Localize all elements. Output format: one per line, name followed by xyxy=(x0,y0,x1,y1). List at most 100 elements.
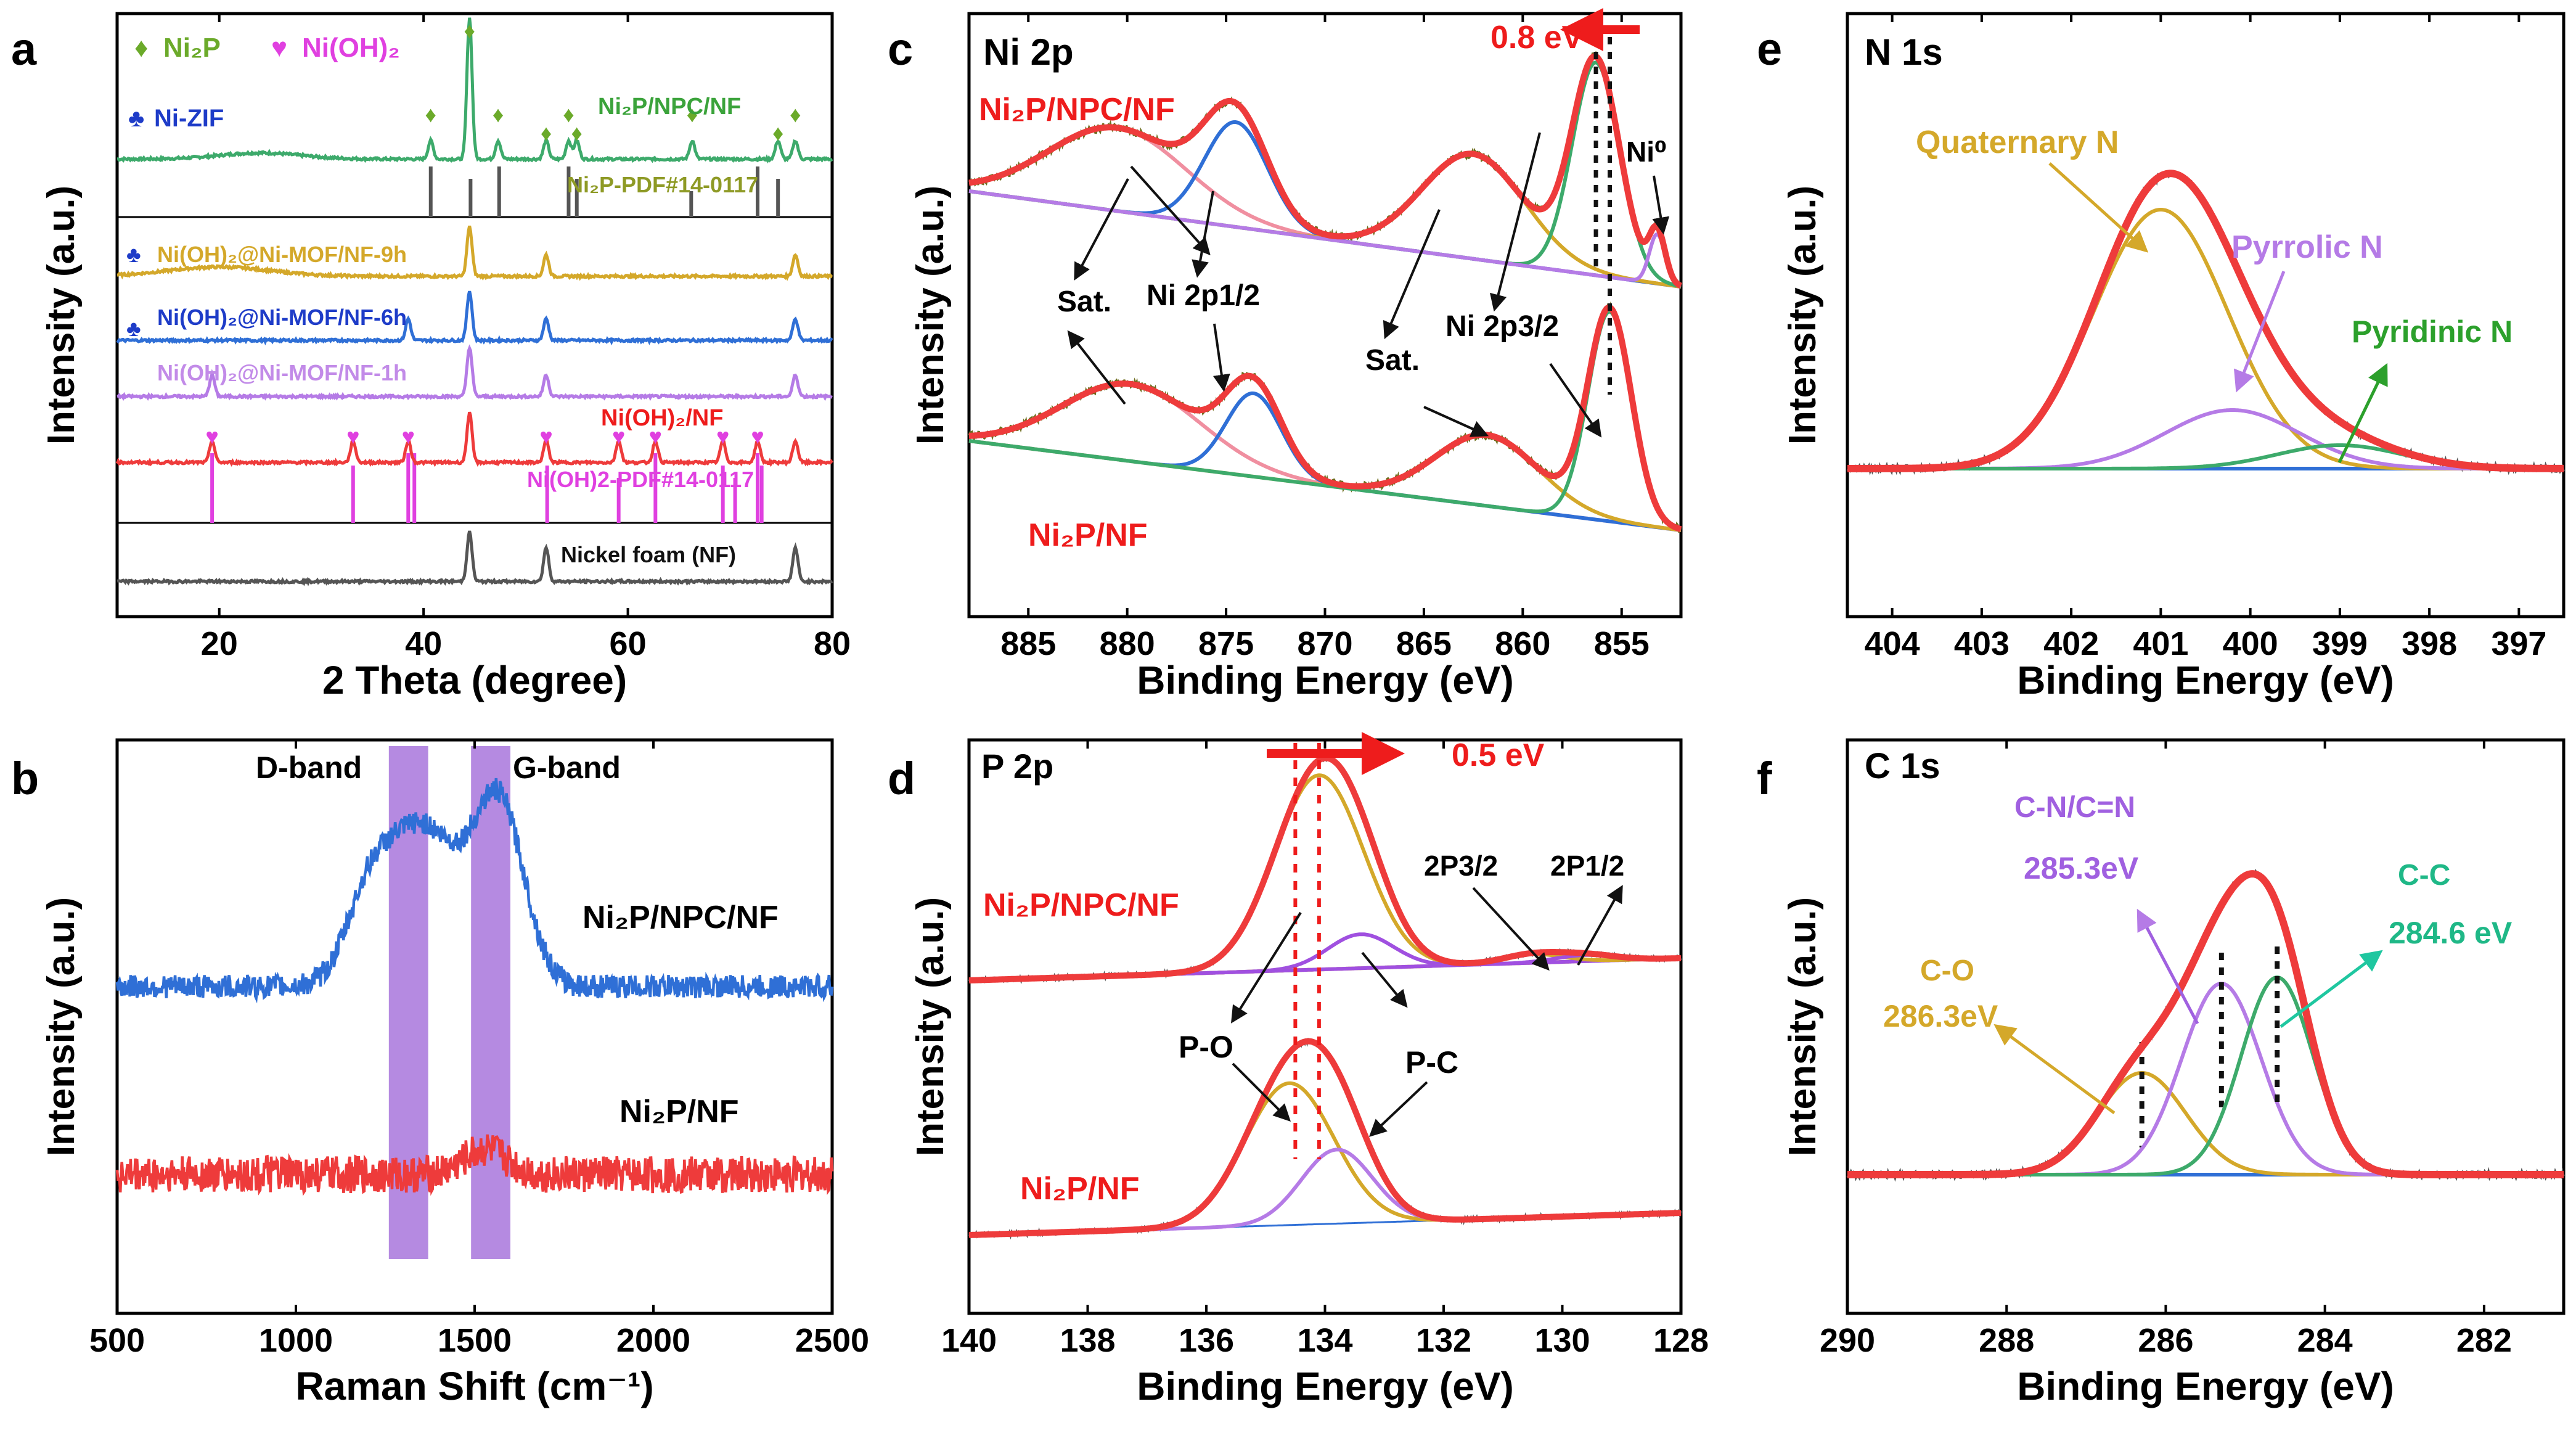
d-xlabel: Binding Energy (eV) xyxy=(1137,1364,1514,1408)
legend-nioh2-label: Ni(OH)₂ xyxy=(302,33,400,63)
a-label-9h: Ni(OH)₂@Ni-MOF/NF-9h xyxy=(157,242,407,267)
a-series-1 xyxy=(117,225,833,281)
b-xlabel: Raman Shift (cm⁻¹) xyxy=(295,1364,653,1408)
f-fit xyxy=(1847,870,2564,1178)
e-tick-label-3: 401 xyxy=(2133,625,2188,662)
f-arrow-cc xyxy=(2280,950,2383,1028)
d-tick-label-3: 134 xyxy=(1297,1322,1352,1359)
e-tick-label-0: 404 xyxy=(1865,625,1920,662)
d-raw-1 xyxy=(968,1038,1682,1240)
e-tick-label-2: 402 xyxy=(2043,625,2099,662)
b-ylabel: Intensity (a.u.) xyxy=(40,897,83,1156)
b-gband-label: G-band xyxy=(513,750,621,785)
panel-b-raman: b 500 1000 1500 2000 2500 D-band G-band Ni₂P… xyxy=(11,738,869,1408)
f-tick-label-1: 288 xyxy=(1979,1322,2034,1359)
f-tick-label-0: 290 xyxy=(1820,1322,1875,1359)
e-tick-label-5: 399 xyxy=(2312,625,2368,662)
b-tick-label-0: 500 xyxy=(89,1322,145,1359)
a-series-4 xyxy=(115,411,833,467)
a-tick-label-0: 20 xyxy=(201,625,238,662)
d-annot-2p12: 2P1/2 xyxy=(1550,850,1624,882)
b-label-ni2p-npc-nf: Ni₂P/NPC/NF xyxy=(583,900,779,935)
a-marker-ni2p-6: ♦ xyxy=(687,102,698,127)
a-series-3 xyxy=(117,344,833,401)
b-tick-label-3: 2000 xyxy=(616,1322,690,1359)
e-tick-label-6: 398 xyxy=(2402,625,2457,662)
c-annot-sat-1: Sat. xyxy=(1057,285,1111,318)
e-ylabel: Intensity (a.u.) xyxy=(1781,186,1824,445)
a-label-nioh2-pdf: Ni(OH)2-PDF#14-0117 xyxy=(527,467,754,492)
f-arrow-co xyxy=(1993,1024,2116,1115)
panel-a-frame xyxy=(115,12,834,618)
a-marker-nioh2-6: ♥ xyxy=(716,424,729,449)
panel-label-e: e xyxy=(1757,23,1782,75)
d-comp-1-0 xyxy=(968,1081,1682,1237)
d-annot-pc: P-C xyxy=(1405,1045,1458,1080)
a-marker-ni2p-7: ♦ xyxy=(772,120,783,146)
c-tick-label-1: 880 xyxy=(1100,625,1155,662)
a-marker-nioh2-5: ♥ xyxy=(649,424,662,449)
e-fit xyxy=(1847,170,2564,472)
a-ylabel: Intensity (a.u.) xyxy=(40,186,83,445)
d-label-ni2p-nf: Ni₂P/NF xyxy=(1020,1171,1140,1207)
d-tick-label-4: 132 xyxy=(1416,1322,1471,1359)
b-series-1 xyxy=(115,1134,834,1196)
c-ylabel: Intensity (a.u.) xyxy=(909,186,952,445)
d-annot-po: P-O xyxy=(1179,1030,1233,1064)
c-comp-1-3 xyxy=(968,310,1682,532)
d-fit-1 xyxy=(968,1038,1682,1238)
panel-d-p2p: d 140 138 136 134 132 130 128 P 2p 0.5 eV Ni₂P… xyxy=(888,732,1709,1408)
a-xlabel: 2 Theta (degree) xyxy=(322,658,627,702)
b-tick-label-2: 1500 xyxy=(438,1322,512,1359)
panel-e-frame xyxy=(1846,12,2566,618)
d-annotation-arrows xyxy=(1231,885,1623,1137)
legend-ni2p-symbol: ♦ xyxy=(134,33,148,63)
c-tick-label-3: 870 xyxy=(1297,625,1352,662)
d-ylabel: Intensity (a.u.) xyxy=(909,897,952,1156)
a-label-nioh2-nf: Ni(OH)₂/NF xyxy=(601,405,723,431)
a-marker-ni2p-2: ♦ xyxy=(493,102,504,127)
f-xlabel: Binding Energy (eV) xyxy=(2017,1364,2394,1408)
a-marker-nioh2-0: ♥ xyxy=(205,424,218,449)
f-tick-label-2: 286 xyxy=(2138,1322,2193,1359)
b-label-ni2p-nf: Ni₂P/NF xyxy=(619,1094,739,1130)
e-label-quaternary: Quaternary N xyxy=(1916,125,2119,160)
panel-label-f: f xyxy=(1757,753,1772,804)
f-title: C 1s xyxy=(1865,746,1940,786)
d-tick-label-5: 130 xyxy=(1534,1322,1590,1359)
panel-label-b: b xyxy=(11,753,39,804)
panel-e-n1s: e 404 403 402 401 400 399 398 397 N 1s Quaterna… xyxy=(1757,12,2566,702)
c-label-ni2p-npc-nf: Ni₂P/NPC/NF xyxy=(979,92,1175,128)
a-label-1h: Ni(OH)₂@Ni-MOF/NF-1h xyxy=(157,360,407,385)
c-tick-label-5: 860 xyxy=(1495,625,1550,662)
c-fit-1 xyxy=(968,304,1682,533)
e-arrow-quaternary xyxy=(2048,162,2149,253)
a-tick-label-2: 60 xyxy=(610,625,647,662)
panel-a-xrd: a ♦♦♦♦♦♦♦♦♦♥ ♥ ♥ ♥ ♥ ♥ ♥ ♥ 20 40 60 80 ♦ Ni₂P ♥ Ni… xyxy=(11,12,851,702)
f-tick-label-4: 282 xyxy=(2456,1322,2512,1359)
f-tick-label-3: 284 xyxy=(2297,1322,2353,1359)
e-arrow-pyrrolic xyxy=(2234,271,2286,393)
c-annot-ni2p12: Ni 2p1/2 xyxy=(1147,279,1260,312)
c-label-ni2p-nf: Ni₂P/NF xyxy=(1028,517,1148,553)
a-label-6h: Ni(OH)₂@Ni-MOF/NF-6h xyxy=(157,305,407,330)
a-tick-label-1: 40 xyxy=(405,625,442,662)
a-marker-nioh2-4: ♥ xyxy=(612,424,625,449)
b-dband-label: D-band xyxy=(256,750,362,785)
f-label-cc: C-C xyxy=(2398,859,2450,892)
d-annot-2p32: 2P3/2 xyxy=(1424,850,1498,882)
d-label-ni2p-npc-nf: Ni₂P/NPC/NF xyxy=(983,887,1179,923)
a-marker-ni2p-5: ♦ xyxy=(571,120,583,146)
panel-f-c1s: f 290 288 286 284 282 C 1s C-O 286.3eV C-N/C… xyxy=(1757,738,2566,1408)
c-shift-label: 0.8 eV xyxy=(1490,20,1584,55)
panel-label-c: c xyxy=(888,23,913,75)
legend-nizif-label: Ni-ZIF xyxy=(154,105,224,132)
f-comp-0 xyxy=(1847,1071,2564,1176)
a-label-ni2p-pdf: Ni₂P-PDF#14-0117 xyxy=(567,172,758,197)
b-series-0 xyxy=(115,778,834,1004)
f-label-cn: C-N/C=N xyxy=(2014,791,2135,824)
d-fit-0 xyxy=(968,755,1682,983)
a-marker-ni2p-0: ♦ xyxy=(425,102,436,127)
d-title: P 2p xyxy=(981,747,1053,786)
